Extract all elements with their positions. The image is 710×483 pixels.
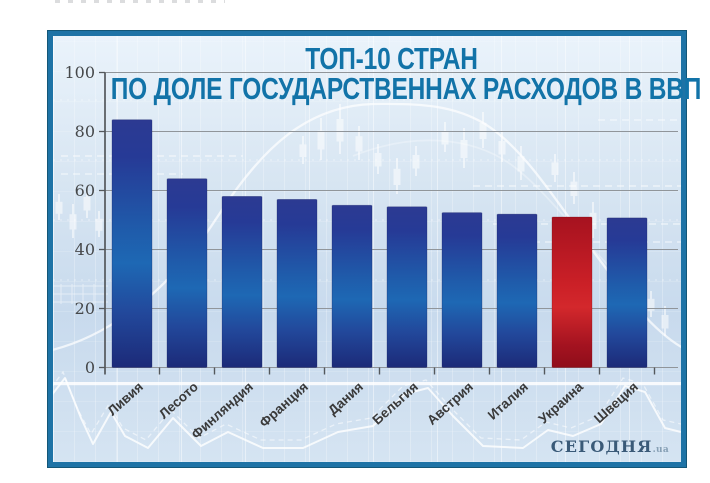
candlestick-body xyxy=(441,131,449,145)
logo-segodnya: СЕГОДНЯ.ua xyxy=(551,437,669,456)
bar-Франция xyxy=(276,198,318,368)
candlestick-body xyxy=(95,218,103,231)
candlestick-body xyxy=(412,155,420,169)
category-label-Франция: Франция xyxy=(256,379,311,430)
bar-Дания xyxy=(331,204,373,368)
y-tick-label: 20 xyxy=(75,299,95,318)
bar-Бельгия xyxy=(386,206,428,368)
bar-Италия xyxy=(496,213,538,368)
bar-Лесото xyxy=(166,178,208,368)
category-label-Италия: Италия xyxy=(485,379,531,423)
candlestick-body xyxy=(83,197,91,211)
candlestick-body xyxy=(498,141,506,155)
candlestick-body xyxy=(355,136,363,152)
bars xyxy=(111,119,648,368)
candlestick-body xyxy=(393,168,401,185)
category-label-Лесото: Лесото xyxy=(156,379,201,422)
y-tick-label: 0 xyxy=(85,358,95,377)
candlestick-body xyxy=(460,140,468,158)
candlestick-body xyxy=(551,162,559,175)
candlestick-body xyxy=(374,153,382,167)
category-label-Швеция: Швеция xyxy=(591,379,641,426)
candlestick-body xyxy=(55,201,63,214)
candlestick-body xyxy=(336,119,344,142)
candlestick-body xyxy=(647,298,655,311)
candlestick-body xyxy=(517,156,525,172)
candlestick-body xyxy=(570,181,578,196)
cropped-top-text-fragment xyxy=(55,0,225,3)
bar-Ливия xyxy=(111,119,153,368)
y-tick-label: 80 xyxy=(75,122,95,141)
category-label-Австрия: Австрия xyxy=(424,379,476,428)
candlestick-body xyxy=(69,214,77,230)
chart-panel: 0 20 40 60 80 100 Ливия Лесото Финляндия Франция Д… xyxy=(48,31,701,467)
category-label-Дания: Дания xyxy=(325,379,366,418)
bar-Украина xyxy=(551,216,593,368)
candlestick-body xyxy=(589,212,597,229)
candlestick-body xyxy=(479,122,487,139)
category-label-Ливия: Ливия xyxy=(105,379,146,418)
logo-text: СЕГОДНЯ xyxy=(550,437,653,456)
category-label-Бельгия: Бельгия xyxy=(369,379,421,428)
y-tick-label: 40 xyxy=(75,240,95,259)
background-decoration-graphic xyxy=(53,99,681,449)
bar-Швеция xyxy=(606,217,648,368)
bar-Финляндия xyxy=(221,195,263,368)
candlestick-body xyxy=(661,315,669,329)
logo-suffix: .ua xyxy=(652,445,669,455)
y-tick-label: 60 xyxy=(75,181,95,200)
y-tick-label: 100 xyxy=(64,63,95,82)
bar-Австрия xyxy=(441,212,483,368)
candlestick-body xyxy=(299,144,307,157)
category-label-Украина: Украина xyxy=(536,379,587,427)
candlestick-body xyxy=(317,130,325,150)
